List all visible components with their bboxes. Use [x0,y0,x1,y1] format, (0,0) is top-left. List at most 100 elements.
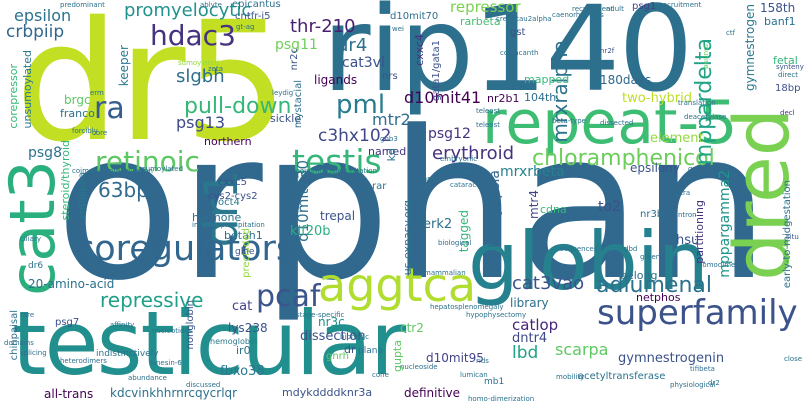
word: keeper [117,45,131,87]
word: ctr2 [400,321,424,335]
word: erk2 [423,217,453,232]
word: chloramphenicol [532,146,715,171]
word: repeat-5 [482,88,738,158]
word: cat3 [0,160,69,296]
tiny-word: sequences [560,245,598,253]
word: corepressor [7,64,20,129]
word: gata1/gata1 [431,40,442,102]
word: c3hx102 [318,126,392,146]
word: nonglobin [185,300,196,350]
tiny-word: crem-tau2alpha [496,15,552,23]
tiny-word: immunoprecipitation [192,221,265,229]
word: epsilon [14,6,72,25]
tiny-word: dbd [624,245,638,253]
word: cntfr-i5 [235,11,271,22]
word: cxxc4 [413,34,426,66]
word: cat [232,299,253,314]
tiny-word: biological [438,239,472,247]
tiny-word: gt-ag [236,23,255,31]
word: library [510,296,549,310]
tiny-word: teleost [476,107,500,115]
tiny-word: coimmunoprecipitation [296,167,377,175]
word: pml [336,90,386,120]
word: mystacial [293,80,304,129]
tiny-word: hepatosplenomegaly [430,303,504,311]
word: to2 [598,199,621,215]
tiny-word: synteny [776,63,804,71]
tiny-word: cataract [450,181,479,189]
word: definitive [404,386,461,400]
tiny-word: abundance [128,374,167,382]
word: kif20b [290,224,331,239]
word: rar [372,181,387,192]
word: mb1 [484,377,505,387]
word: catlop [512,316,559,334]
word: cxxc5 [218,177,248,188]
word: nr2c [289,48,300,71]
word: acetyltransferase [578,371,666,382]
word: kd [385,148,398,162]
word: adlumenal [596,273,713,298]
tiny-word: dr2 [708,379,720,387]
word: psg11 [275,37,318,53]
word: cntfalpha [77,172,88,219]
tiny-word: beta-type [552,117,586,125]
word: rip140 [322,0,693,118]
tiny-word: hypophysectomy [466,311,527,319]
tiny-word: caenorhabditis [552,11,604,19]
tiny-word: ablyte [200,1,222,9]
tiny-word: murine [702,44,710,69]
word: mrxrbeta [500,164,565,180]
word: mtr2 [372,110,411,129]
word: hdac3 [150,19,236,52]
word: bradyopsia [487,170,503,248]
word: 158th [760,1,796,15]
tiny-word: close [784,355,803,363]
word: sumoylated [178,59,220,67]
word: lys238 [228,321,268,335]
tiny-word: stage-specific [296,311,345,319]
word: 18bp [775,83,801,94]
tiny-word: teleost [476,121,500,129]
tiny-word: erm [90,89,104,97]
tiny-word: mobility [556,373,585,381]
word: hormone [192,211,242,224]
tiny-word: physiological [670,381,716,389]
word: erythroid [432,143,515,164]
tiny-word: intron [676,211,697,219]
word: partitioning [693,200,706,264]
tiny-word: direct [778,71,799,79]
word: nr3b [640,209,664,220]
tiny-word: splicing [20,349,47,357]
tiny-word: discussed [186,381,221,389]
word: banf1 [764,15,796,28]
word: epsilony [630,161,680,175]
word: mdykddddknr3a [282,386,373,399]
word: d10mit95 [426,351,484,365]
word: brgc [64,93,91,107]
tiny-word: coimmunoprecipitation [72,167,153,175]
word: thr-210 [290,16,356,37]
word: nr3c [318,315,345,329]
word: cat3vl [342,55,385,71]
tiny-word: nr2f [600,47,615,55]
word: hsu [676,233,700,248]
word: oct4 [218,197,240,208]
word: dr6 [28,261,44,271]
word: ra [94,91,125,126]
tiny-word: nucleoside [400,363,438,371]
word: two-hybrid [622,91,693,106]
tiny-word: adult [606,5,624,13]
word: superfamily [597,293,798,333]
word: franco [60,107,95,120]
tiny-word: ctf [726,29,736,37]
word: promyelocytic [124,0,252,21]
tiny-word: cytokinetic [438,169,477,177]
tiny-word: kinesin-6 [150,359,182,367]
word: dntr4 [512,331,548,346]
word: cat3vao [512,273,585,294]
word: epicantus [232,0,281,10]
word: cdna [540,203,567,216]
tiny-word: zeta [208,65,224,73]
word: steroid/thyroid [59,140,72,221]
